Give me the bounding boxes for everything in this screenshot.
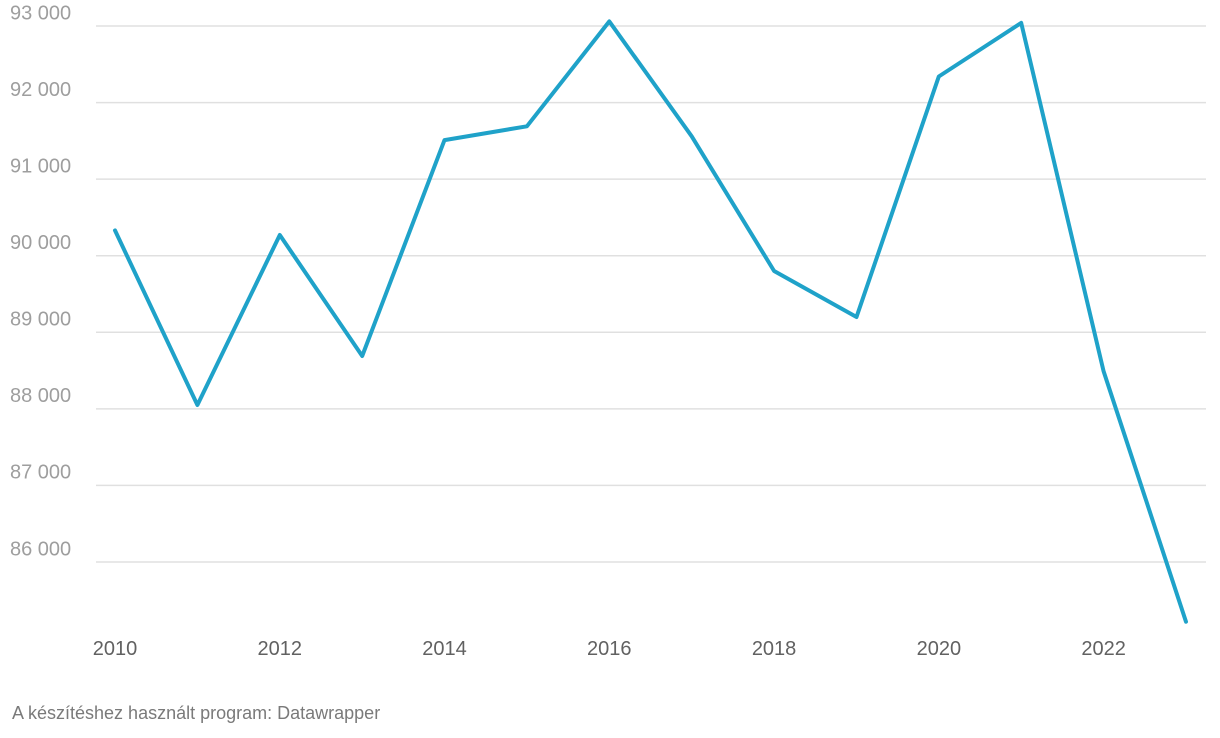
y-tick-label: 93 000: [10, 2, 71, 24]
y-tick-label: 92 000: [10, 79, 71, 101]
credit-text: A készítéshez használt program: Datawrap…: [12, 703, 381, 723]
x-tick-label: 2010: [93, 638, 138, 660]
series-line: [113, 19, 1188, 624]
x-tick-label: 2014: [422, 638, 467, 660]
x-axis-tick-labels: 2010 2012 2014 2016 2018 2020 2022: [93, 638, 1126, 660]
line-chart: 86 000 87 000 88 000 89 000 90 000 91 000 92 0…: [10, 2, 1206, 660]
x-tick-label: 2012: [258, 638, 303, 660]
y-tick-label: 87 000: [10, 462, 71, 484]
y-gridlines: [96, 25, 1206, 563]
y-axis-tick-labels: 86 000 87 000 88 000 89 000 90 000 91 000 92 0…: [10, 2, 71, 560]
x-tick-label: 2020: [917, 638, 962, 660]
y-tick-label: 88 000: [10, 385, 71, 407]
x-tick-label: 2022: [1081, 638, 1126, 660]
y-tick-label: 91 000: [10, 155, 71, 177]
y-tick-label: 89 000: [10, 309, 71, 331]
x-tick-label: 2018: [752, 638, 797, 660]
series-lines: [113, 19, 1188, 624]
y-tick-label: 90 000: [10, 232, 71, 254]
x-tick-label: 2016: [587, 638, 632, 660]
y-tick-label: 86 000: [10, 538, 71, 560]
